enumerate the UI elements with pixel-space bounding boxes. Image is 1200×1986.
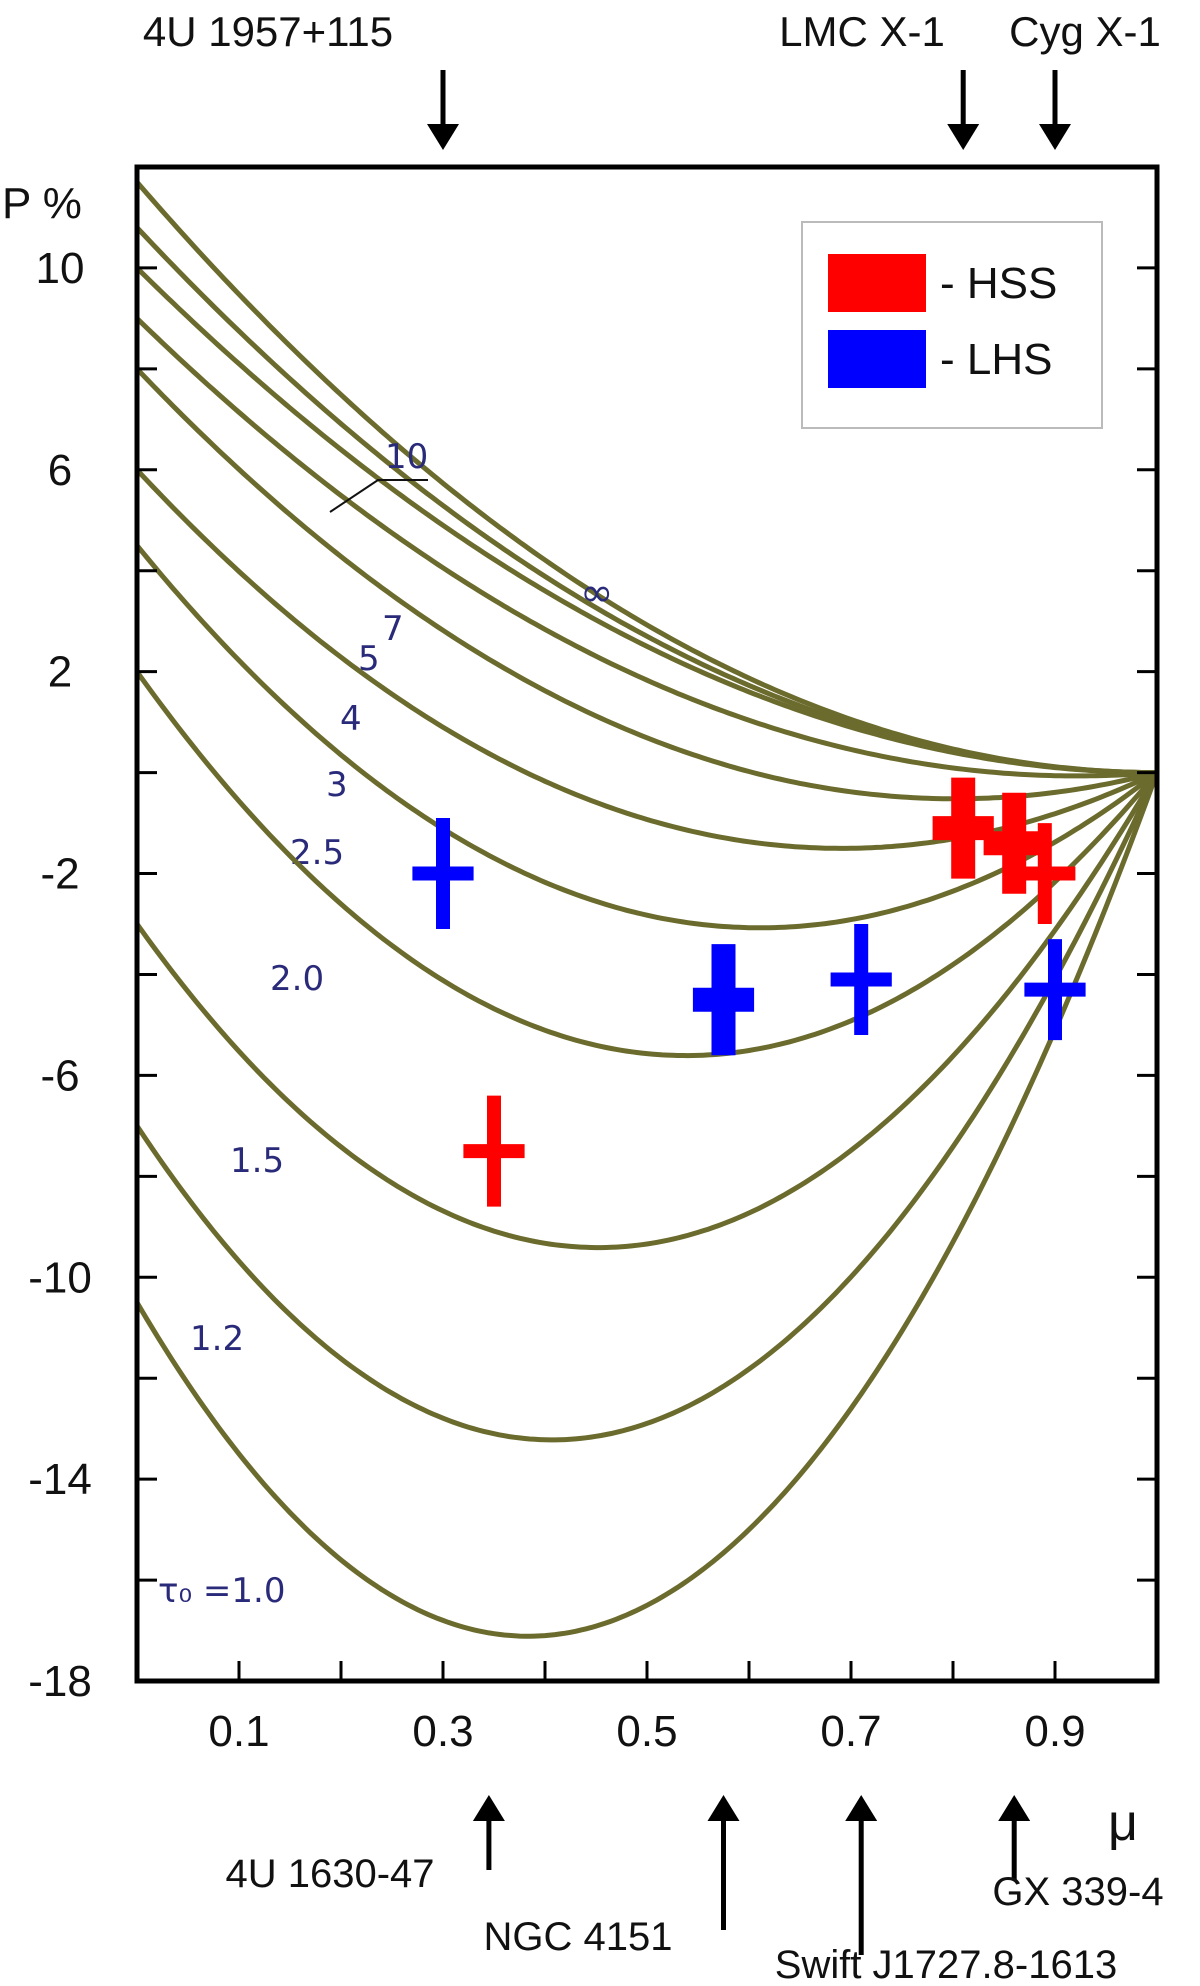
top-annotation: 4U 1957+115 [143, 8, 459, 150]
data-point-hss [932, 777, 994, 879]
data-point-group [412, 777, 1086, 1207]
x-tick-label: 0.7 [820, 1707, 881, 1756]
curve-tau-2-0 [134, 670, 1159, 1059]
curve-tau-4 [135, 367, 1158, 802]
arrow-head [947, 124, 980, 150]
source-label: NGC 4151 [484, 1915, 673, 1959]
curve-tau-1-2 [134, 771, 1160, 1443]
y-tick-label: 6 [48, 446, 72, 495]
arrow-head [1039, 124, 1071, 150]
curve-label: 3 [326, 765, 348, 805]
curve-label: 10 [385, 437, 428, 477]
arrow-head [427, 124, 459, 150]
bottom-annotation: NGC 4151 [484, 1795, 740, 1959]
curve-label: 4 [340, 699, 362, 739]
curve-tau-5 [135, 316, 1158, 779]
curve-label: τ₀ =1.0 [158, 1571, 285, 1611]
arrow-head [845, 1795, 878, 1821]
top-annotation: LMC X-1 [779, 8, 980, 150]
y-tick-label: -14 [28, 1455, 92, 1504]
data-point-hss [1014, 823, 1076, 924]
arrow-head [998, 1795, 1031, 1821]
legend: - HSS - LHS [801, 221, 1103, 429]
legend-label: - LHS [940, 335, 1052, 384]
x-tick-label: 0.5 [616, 1707, 677, 1756]
curve-label: 1.2 [190, 1319, 244, 1359]
curve-tau-3 [135, 468, 1159, 851]
top-annotation: Cyg X-1 [1009, 8, 1161, 150]
curve-tau-2-5 [135, 543, 1159, 931]
bottom-annotation: 4U 1630-47 [225, 1795, 505, 1896]
data-point-lhs [692, 944, 755, 1056]
source-label: 4U 1630-47 [225, 1852, 434, 1896]
source-label: LMC X-1 [779, 8, 945, 55]
source-label: GX 339-4 [992, 1870, 1163, 1914]
legend-swatch [828, 330, 926, 388]
y-tick-label: -10 [28, 1253, 92, 1302]
legend-swatch [828, 254, 926, 312]
x-tick-label: 0.3 [412, 1707, 473, 1756]
curve-label: 1.5 [230, 1141, 284, 1181]
arrow-head [707, 1795, 740, 1821]
y-axis-label: P % [2, 179, 82, 228]
curve-tau-1-5 [134, 771, 1160, 1251]
arrow-head [472, 1795, 505, 1821]
y-tick-label: -18 [28, 1657, 92, 1706]
curve-label: 2.0 [270, 959, 324, 999]
y-tick-label: 2 [48, 648, 72, 697]
y-tick-label: 10 [36, 244, 85, 293]
curve-label: 7 [382, 609, 404, 649]
x-axis-label: μ [1108, 1794, 1138, 1852]
data-point-hss [463, 1095, 525, 1207]
curve-tau-1-0 [134, 771, 1160, 1639]
y-tick-label: -2 [40, 850, 79, 899]
source-label: Swift J1727.8-1613 [775, 1943, 1117, 1986]
data-point-lhs [412, 818, 474, 930]
annotation-group: 4U 1957+115 LMC X-1 Cyg X-1 4U 1630-47 NGC 4… [143, 8, 1164, 1986]
curve-tau-7 [135, 266, 1157, 776]
curve-label: 5 [358, 639, 380, 679]
bottom-annotation: Swift J1727.8-1613 [775, 1795, 1117, 1986]
data-point-lhs [1024, 939, 1086, 1041]
data-point-lhs [830, 924, 892, 1036]
x-tick-label: 0.9 [1024, 1707, 1085, 1756]
bottom-annotation: GX 339-4 [992, 1795, 1164, 1914]
legend-label: - HSS [940, 259, 1057, 308]
legend-box [801, 221, 1103, 429]
tick-group: 0.1 0.3 0.5 0.7 0.9 10 6 2 -2 -6 -10 -14 -18 [28, 165, 1159, 1756]
y-tick-label: -6 [40, 1051, 79, 1100]
x-tick-label: 0.1 [208, 1707, 269, 1756]
source-label: 4U 1957+115 [143, 8, 393, 55]
source-label: Cyg X-1 [1009, 8, 1161, 55]
curve-label-leader [329, 479, 428, 513]
